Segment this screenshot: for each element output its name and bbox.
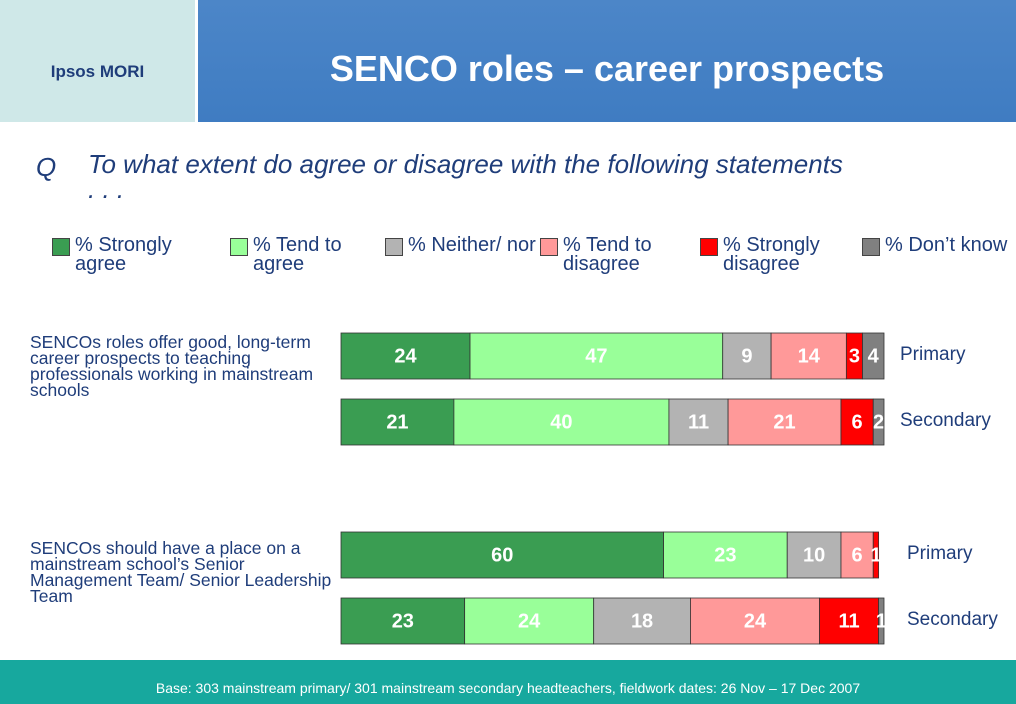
bar-segment: [593, 597, 691, 645]
value-label: 6: [852, 544, 863, 566]
value-label: 1: [870, 544, 881, 566]
value-label: 47: [585, 345, 607, 367]
legend-label: % Strongly disagree: [723, 234, 820, 275]
value-label: 11: [838, 610, 859, 632]
bar-segment: [663, 531, 788, 579]
legend-label: % Tend to agree: [253, 234, 342, 275]
value-label: 24: [744, 610, 767, 632]
category-label: Secondary: [907, 609, 998, 630]
value-label: 60: [491, 544, 513, 566]
value-label: 23: [392, 610, 414, 632]
category-label: Secondary: [900, 410, 991, 431]
value-label: 14: [798, 345, 821, 367]
legend-swatch: [540, 238, 558, 256]
legend-label: % Strongly agree: [75, 234, 172, 275]
value-label: 40: [550, 411, 572, 433]
title-panel: [198, 0, 1016, 122]
footer-panel: [0, 660, 1016, 704]
legend-swatch: [230, 238, 248, 256]
bar-segment: [862, 332, 885, 380]
bar-segment: [770, 332, 847, 380]
bar-segment: [786, 531, 842, 579]
legend-label: % Tend to disagree: [563, 234, 652, 275]
footer-note: Base: 303 mainstream primary/ 301 mainst…: [155, 680, 861, 696]
question: To what extent do agree or disagree with…: [88, 149, 843, 204]
bar-segment: [840, 531, 874, 579]
bar-segment: [872, 531, 880, 579]
bar-segment: [840, 398, 874, 446]
legend-label: % Neither/ nor: [408, 234, 536, 256]
chart-title: SENCO roles – career prospects: [329, 48, 885, 89]
bar-segment: [464, 597, 595, 645]
category-label: Primary: [900, 344, 966, 365]
category-label: Primary: [907, 543, 973, 564]
value-label: 24: [518, 610, 541, 632]
bar-segment: [722, 332, 772, 380]
question-marker: Q: [36, 152, 57, 182]
bar-segment: [340, 398, 455, 446]
value-label: 9: [741, 345, 752, 367]
statement-label: SENCOs should have a place on a mainstre…: [30, 538, 332, 607]
legend-swatch: [385, 238, 403, 256]
bar-segment: [340, 597, 466, 645]
value-label: 21: [386, 411, 408, 433]
value-label: 4: [868, 345, 880, 367]
legend-label: % Don’t know: [885, 234, 1008, 256]
logo: Ipsos MORI: [50, 62, 145, 81]
bar-segment: [819, 597, 880, 645]
value-label: 1: [876, 610, 887, 632]
legend-swatch: [700, 238, 718, 256]
value-label: 21: [773, 411, 795, 433]
bar-segment: [668, 398, 729, 446]
legend-swatch: [52, 238, 70, 256]
legend-swatch: [862, 238, 880, 256]
value-label: 3: [849, 345, 860, 367]
value-label: 2: [873, 411, 884, 433]
value-label: 18: [631, 610, 653, 632]
statement-label: SENCOs roles offer good, long-term caree…: [30, 332, 314, 401]
value-label: 10: [803, 544, 825, 566]
bar-segment: [340, 531, 664, 579]
logo-panel: [0, 0, 195, 122]
value-label: 24: [394, 345, 417, 367]
value-label: 6: [852, 411, 863, 433]
bar-segment: [878, 597, 885, 645]
value-label: 23: [714, 544, 736, 566]
bar-segment: [727, 398, 842, 446]
bar-segment: [690, 597, 820, 645]
value-label: 11: [688, 411, 709, 433]
bar-segment: [469, 332, 724, 380]
bar-segment: [872, 398, 885, 446]
bar-segment: [453, 398, 670, 446]
